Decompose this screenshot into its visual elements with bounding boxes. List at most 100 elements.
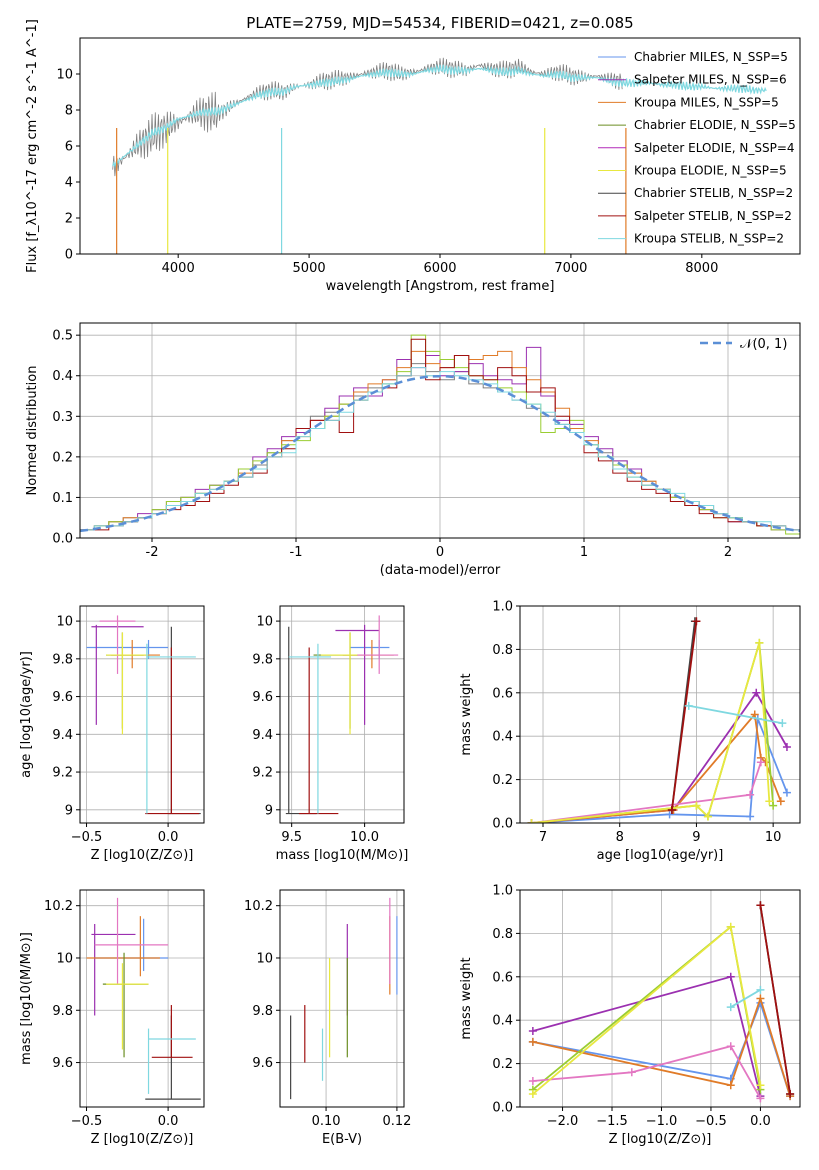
errorbar-point xyxy=(145,647,200,815)
x-tick-label: −1.0 xyxy=(646,1114,678,1129)
legend-label: Salpeter ELODIE, N_SSP=4 xyxy=(634,141,795,155)
errorbar-point xyxy=(106,963,149,1050)
weight-marker xyxy=(769,801,778,810)
errorbar-point xyxy=(298,647,339,815)
errorbar-point xyxy=(106,632,149,735)
axes-frame xyxy=(519,605,801,824)
y-tick-label: 0 xyxy=(65,248,73,263)
weight-marker xyxy=(665,810,674,819)
plot-area xyxy=(285,615,399,815)
figure-title: PLATE=2759, MJD=54534, FIBERID=0421, z=0… xyxy=(246,14,633,32)
y-tick-label: 10 xyxy=(256,951,273,966)
axes-frame xyxy=(79,322,801,539)
legend-label: Kroupa STELIB, N_SSP=2 xyxy=(634,232,784,246)
weight-marker xyxy=(782,743,791,752)
weight-marker xyxy=(765,797,774,806)
errorbar-point xyxy=(86,639,169,659)
y-axis-label: Normed distribution xyxy=(25,366,40,496)
weight-marker xyxy=(528,1027,537,1036)
y-tick-label: 10 xyxy=(56,68,73,83)
x-tick-label: 8000 xyxy=(685,261,718,276)
x-tick-label: −2.0 xyxy=(547,1114,579,1129)
legend-label: Salpeter MILES, N_SSP=6 xyxy=(634,73,787,87)
weight-line-s5 xyxy=(532,1045,762,1099)
weight-marker xyxy=(726,972,735,981)
x-axis-label: Z [log10(Z/Z⊙)] xyxy=(91,848,194,863)
panel-age_vs_mass: 9.5 10.0 9 9.2 9.4 9.6 9.8 10 mass [log10(M/M⊙)] xyxy=(252,605,408,863)
legend-label: Chabrier MILES, N_SSP=5 xyxy=(634,50,788,64)
weight-marker xyxy=(776,797,785,806)
x-tick-label: 5000 xyxy=(293,261,326,276)
spectrum-model xyxy=(112,64,767,169)
axes-frame xyxy=(79,37,801,255)
x-tick-label: 0.12 xyxy=(382,1114,411,1129)
weight-marker xyxy=(726,1081,735,1090)
errorbar-point xyxy=(335,624,380,725)
weight-marker xyxy=(726,922,735,931)
y-tick-label: 9 xyxy=(265,803,273,818)
panel-weight_vs_Z: −2.0 −1.5 −1.0 −0.5 0.0 0.0 0.2 0.4 0.6 0.8 1.0 Z [… xyxy=(459,884,801,1147)
y-tick-label: 10.2 xyxy=(244,899,273,914)
y-tick-label: 0.0 xyxy=(52,532,73,547)
legend-label: Kroupa ELODIE, N_SSP=5 xyxy=(634,164,787,178)
y-tick-label: 9.8 xyxy=(52,1004,73,1019)
y-tick-label: 0.8 xyxy=(492,643,513,658)
x-tick-label: 9 xyxy=(692,830,700,845)
errorbar-point xyxy=(147,1028,196,1094)
axes-frame xyxy=(519,889,801,1108)
axes-frame xyxy=(279,605,405,824)
y-tick-label: 9.2 xyxy=(52,766,73,781)
y-tick-label: 9.4 xyxy=(52,728,73,743)
x-tick-label: 0.10 xyxy=(312,1114,341,1129)
weight-marker xyxy=(667,805,676,814)
panel-residuals: -2 -1 0 1 2 0.0 0.1 0.2 0.3 0.4 0.5 (data-model)/er… xyxy=(25,322,801,578)
y-tick-label: 0.2 xyxy=(52,450,73,465)
errorbar-point xyxy=(102,952,149,1058)
weight-marker xyxy=(755,638,764,647)
errorbar-point xyxy=(320,632,358,735)
x-tick-label: 2 xyxy=(724,545,732,560)
x-tick-label: −0.5 xyxy=(695,1114,727,1129)
x-tick-label: -2 xyxy=(146,545,159,560)
weight-line-s3 xyxy=(532,995,791,1097)
x-tick-label: −0.5 xyxy=(71,1114,103,1129)
axes-frame xyxy=(279,889,405,1108)
x-tick-label: −1.5 xyxy=(596,1114,628,1129)
y-tick-label: 0.6 xyxy=(492,686,513,701)
errorbar-point xyxy=(91,923,136,1016)
weight-marker xyxy=(756,758,765,767)
weight-marker xyxy=(528,1076,537,1085)
x-axis-label: Z [log10(Z/Z⊙)] xyxy=(609,1132,712,1147)
errorbar-point xyxy=(86,916,160,977)
y-tick-label: 9.6 xyxy=(252,1056,273,1071)
weight-marker xyxy=(756,1081,765,1090)
errorbar-point xyxy=(106,632,144,729)
errorbar-point xyxy=(151,1005,193,1058)
x-axis-label: age [log10(age/yr)] xyxy=(597,848,724,863)
y-tick-label: 10.2 xyxy=(44,899,73,914)
x-tick-label: 8 xyxy=(616,830,624,845)
y-tick-label: 0.3 xyxy=(52,410,73,425)
weight-line-s8 xyxy=(759,905,791,1095)
y-tick-label: 1.0 xyxy=(492,884,513,899)
weight-marker xyxy=(756,901,765,910)
x-tick-label: 7 xyxy=(539,830,547,845)
errorbar-point xyxy=(94,897,169,985)
legend-label: Kroupa MILES, N_SSP=5 xyxy=(634,95,779,109)
y-tick-label: 0.4 xyxy=(492,1014,513,1029)
x-tick-label: 10 xyxy=(765,830,782,845)
weight-line-s9 xyxy=(730,989,761,1008)
x-tick-label: −0.5 xyxy=(71,830,103,845)
weight-line-s8 xyxy=(671,621,698,811)
weight-marker xyxy=(782,788,791,797)
x-tick-label: 1 xyxy=(580,545,588,560)
errorbar-point xyxy=(350,639,390,659)
y-tick-label: 6 xyxy=(65,140,73,155)
y-tick-label: 9.8 xyxy=(252,652,273,667)
errorbar-point xyxy=(313,632,358,729)
legend-label: Chabrier STELIB, N_SSP=2 xyxy=(634,186,793,200)
y-tick-label: 9.6 xyxy=(52,1056,73,1071)
weight-marker xyxy=(746,790,755,799)
weight-line-s6 xyxy=(531,642,771,823)
y-tick-label: 1.0 xyxy=(492,600,513,615)
